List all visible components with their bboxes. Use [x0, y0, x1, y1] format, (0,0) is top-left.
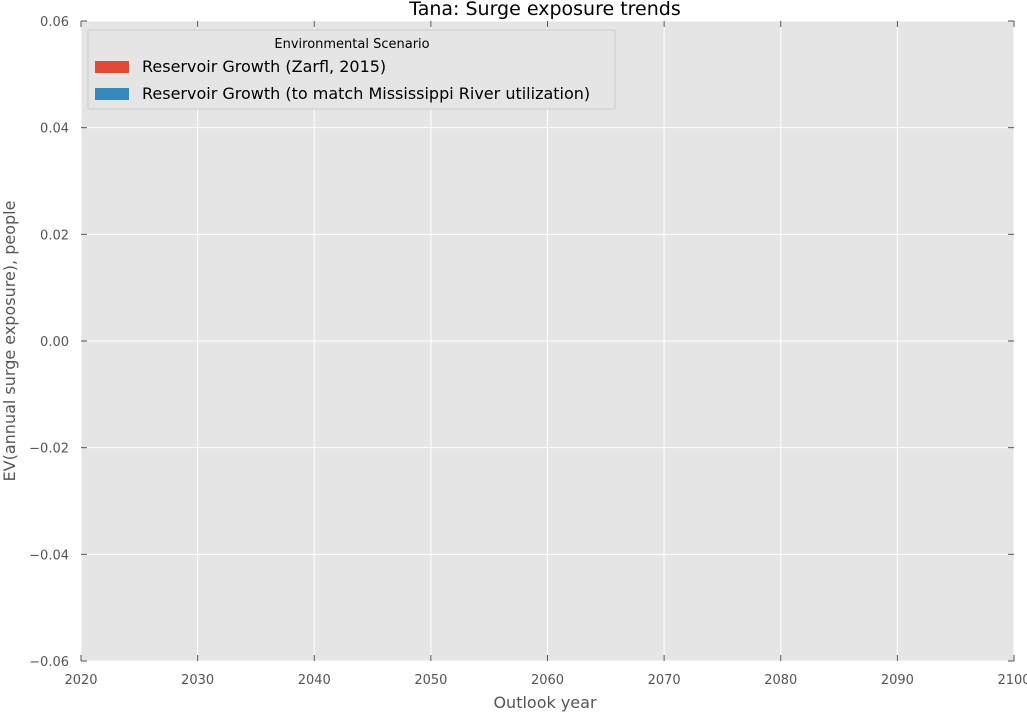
- x-tick-label: 2050: [414, 673, 447, 688]
- y-tick-label: 0.00: [40, 335, 69, 350]
- y-tick-label: −0.06: [29, 655, 69, 670]
- x-tick-label: 2070: [648, 673, 681, 688]
- y-tick-label: 0.02: [40, 228, 69, 243]
- x-axis-title: Outlook year: [493, 693, 597, 712]
- axis-ticks: 2020 2030 2040 2050 2060 2070 2080 2090 2100 0.06…: [29, 15, 1027, 688]
- x-tick-label: 2030: [181, 673, 214, 688]
- y-tick-label: 0.04: [40, 122, 69, 137]
- chart-title: Tana: Surge exposure trends: [408, 0, 680, 20]
- x-tick-label: 2040: [298, 673, 331, 688]
- y-tick-label: −0.02: [29, 442, 69, 457]
- legend-box: [87, 29, 616, 110]
- y-axis-title: EV(annual surge exposure), people: [0, 201, 19, 482]
- legend-title: Environmental Scenario: [274, 37, 429, 52]
- y-tick-label: −0.04: [29, 548, 69, 563]
- y-tick-label: 0.06: [40, 15, 69, 30]
- x-tick-label: 2090: [881, 673, 914, 688]
- legend-swatch-zarfl: [95, 61, 129, 73]
- legend-label-mississippi: Reservoir Growth (to match Mississippi R…: [142, 84, 590, 103]
- legend: Environmental Scenario Reservoir Growth …: [87, 29, 616, 110]
- x-tick-label: 2080: [764, 673, 797, 688]
- x-tick-label: 2060: [531, 673, 564, 688]
- legend-label-zarfl: Reservoir Growth (Zarfl, 2015): [142, 57, 386, 76]
- legend-swatch-mississippi: [95, 88, 129, 100]
- x-tick-label: 2100: [997, 673, 1027, 688]
- x-tick-label: 2020: [64, 673, 97, 688]
